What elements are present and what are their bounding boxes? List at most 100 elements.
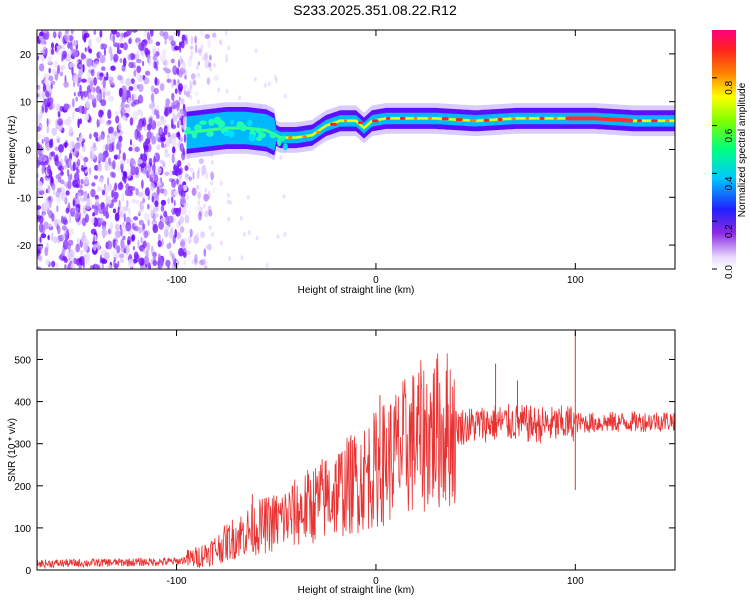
noise-speckle (184, 39, 189, 45)
ridge-mid (186, 111, 675, 151)
noise-speckle (106, 240, 113, 250)
noise-speckle (42, 90, 45, 100)
noise-speckle (154, 194, 158, 200)
noise-speckle (88, 133, 92, 140)
y-tick-label: 100 (14, 524, 31, 535)
noise-speckle (114, 252, 119, 260)
noise-speckle (179, 56, 182, 65)
noise-speckle (238, 95, 242, 101)
noise-speckle (197, 61, 200, 66)
noise-speckle (48, 75, 54, 82)
noise-speckle (265, 262, 269, 268)
noise-speckle (227, 216, 231, 222)
y-tick-label: 200 (14, 482, 31, 493)
noise-speckle (121, 193, 125, 202)
noise-speckle (56, 262, 59, 269)
noise-speckle (56, 219, 62, 225)
noise-speckle (167, 197, 170, 205)
noise-speckle (246, 194, 250, 200)
noise-speckle (94, 60, 99, 66)
noise-speckle (39, 31, 44, 37)
noise-speckle (156, 59, 159, 66)
noise-speckle (54, 218, 58, 228)
colorbar-label: Normalized spectral amplitude (737, 82, 748, 217)
noise-speckle (93, 175, 99, 180)
noise-speckle (37, 67, 40, 77)
noise-speckle (170, 58, 175, 64)
ridge-blob (248, 133, 256, 142)
noise-speckle (282, 194, 286, 199)
noise-speckle (72, 161, 76, 172)
noise-speckle (55, 190, 61, 198)
noise-speckle (162, 67, 168, 72)
noise-speckle (239, 215, 243, 221)
noise-speckle (273, 74, 277, 80)
noise-speckle (41, 165, 45, 175)
noise-speckle (85, 201, 92, 210)
noise-speckle (144, 47, 149, 56)
noise-speckle (145, 70, 151, 76)
noise-speckle (160, 199, 166, 206)
noise-speckle (55, 49, 61, 56)
noise-speckle (51, 213, 55, 222)
noise-speckle (138, 209, 142, 214)
noise-speckle (131, 234, 136, 241)
noise-speckle (176, 178, 179, 185)
noise-speckle (57, 64, 60, 75)
noise-speckle (123, 32, 126, 39)
noise-speckle (138, 42, 145, 51)
noise-speckle (219, 180, 223, 186)
ridge-peak (497, 118, 503, 121)
noise-speckle (197, 166, 201, 174)
noise-speckle (102, 206, 107, 217)
noise-speckle (198, 211, 202, 221)
noise-speckle (64, 164, 68, 170)
noise-speckle (113, 53, 119, 63)
noise-speckle (185, 33, 189, 39)
noise-speckle (157, 259, 164, 269)
noise-speckle (253, 76, 257, 82)
noise-speckle (67, 180, 72, 190)
ridge-peak (651, 119, 658, 123)
noise-speckle (160, 136, 166, 142)
noise-speckle (226, 192, 230, 198)
noise-speckle (204, 210, 209, 218)
noise-speckle (146, 123, 152, 131)
noise-speckle (158, 220, 165, 230)
noise-speckle (128, 86, 134, 91)
noise-speckle (105, 199, 108, 207)
noise-speckle (104, 252, 110, 260)
noise-speckle (133, 131, 138, 139)
noise-speckle (71, 207, 76, 212)
noise-speckle (196, 170, 200, 180)
noise-speckle (186, 194, 189, 200)
noise-speckle (97, 187, 103, 192)
noise-speckle (173, 31, 176, 36)
colorbar-tick-label: 0.6 (724, 128, 735, 142)
ridge-peak (455, 118, 463, 122)
noise-speckle (189, 45, 194, 50)
noise-speckle (192, 79, 197, 86)
noise-speckle (51, 48, 55, 55)
noise-speckle (190, 73, 196, 80)
noise-speckle (193, 91, 200, 96)
noise-speckle (202, 56, 206, 62)
noise-speckle (228, 256, 232, 261)
noise-speckle (143, 256, 150, 265)
y-tick-label: -10 (17, 193, 32, 204)
noise-speckle (112, 239, 116, 249)
noise-speckle (195, 232, 200, 237)
noise-speckle (70, 30, 74, 35)
noise-speckle (99, 76, 103, 81)
noise-speckle (83, 107, 87, 115)
noise-speckle (150, 170, 155, 178)
noise-speckle (204, 265, 208, 269)
noise-speckle (119, 36, 124, 43)
noise-speckle (226, 199, 230, 205)
noise-speckle (101, 66, 106, 71)
noise-speckle (171, 178, 177, 188)
noise-speckle (117, 206, 120, 214)
y-tick-label: 400 (14, 398, 31, 409)
noise-speckle (111, 141, 115, 152)
noise-speckle (37, 85, 41, 91)
